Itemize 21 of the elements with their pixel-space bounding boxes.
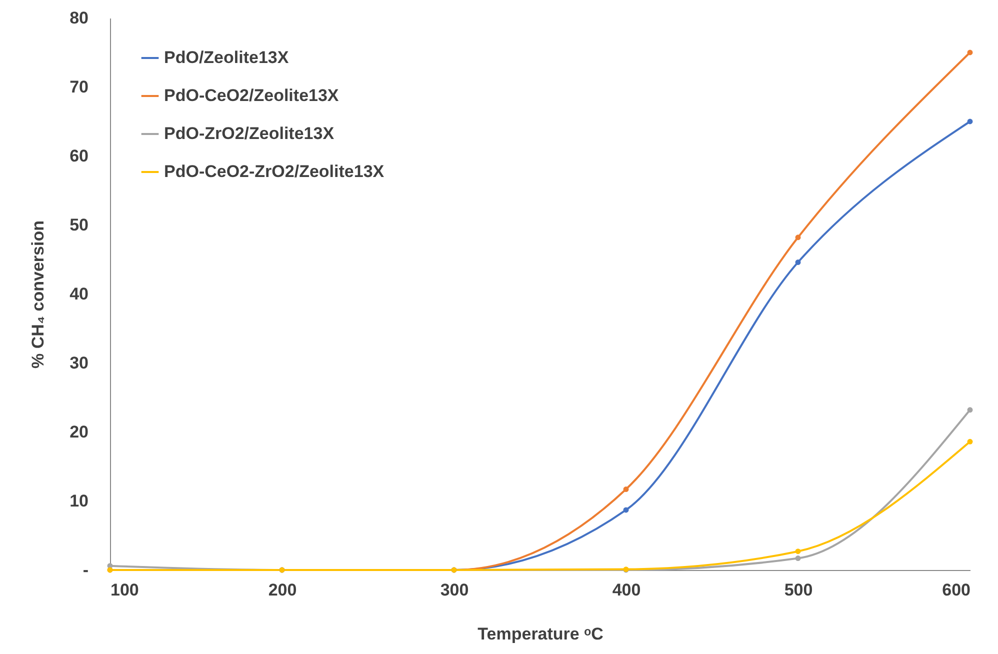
y-tick-label: 30	[70, 354, 88, 372]
x-tick-label: 400	[612, 580, 641, 600]
legend-label: PdO-CeO2-ZrO2/Zeolite13X	[164, 162, 385, 181]
legend-label: PdO-CeO2/Zeolite13X	[164, 86, 340, 105]
y-tick-label: 40	[70, 284, 88, 304]
y-tick-label: 50	[70, 216, 88, 234]
y-tick-label: 70	[70, 78, 88, 96]
y-tick-label: -	[82, 560, 88, 580]
y-axis-title: % CH₄ conversion	[28, 220, 48, 368]
y-tick-label: 20	[70, 422, 88, 442]
y-tick-label: 60	[70, 146, 88, 166]
y-tick-label: 80	[70, 8, 88, 28]
x-tick-label: 300	[440, 580, 469, 600]
legend-label: PdO-ZrO2/Zeolite13X	[164, 124, 335, 143]
x-axis-title: Temperature ᵒC	[478, 624, 604, 644]
y-tick-label: 10	[70, 492, 88, 510]
x-tick-label: 500	[784, 580, 813, 600]
x-tick-label: 200	[268, 580, 297, 600]
x-tick-label: 600	[942, 580, 970, 600]
x-tick-label: 100	[110, 580, 139, 600]
legend-label: PdO/Zeolite13X	[164, 48, 290, 67]
